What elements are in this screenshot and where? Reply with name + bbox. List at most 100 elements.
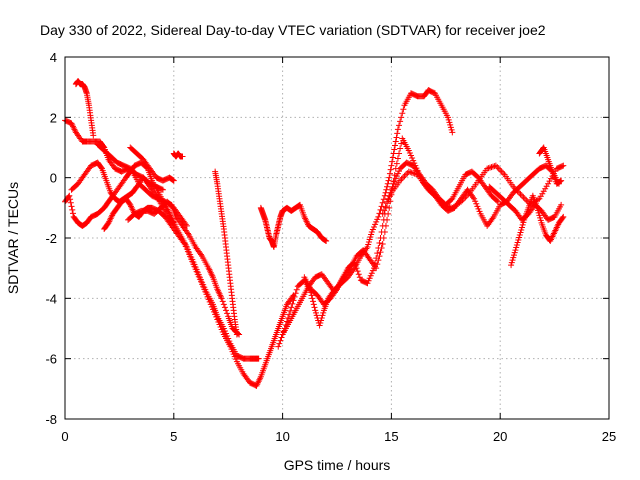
data-point	[412, 162, 419, 169]
data-point	[510, 252, 517, 259]
data-point	[446, 119, 453, 126]
data-point	[90, 132, 97, 139]
data-point	[374, 261, 381, 268]
data-point	[376, 253, 383, 260]
data-point	[557, 178, 564, 185]
data-point	[375, 257, 382, 264]
x-tick-label: 25	[602, 429, 616, 444]
data-point	[537, 214, 544, 221]
data-point	[556, 178, 563, 185]
data-point	[474, 203, 481, 210]
data-point	[559, 214, 566, 221]
data-point	[215, 318, 222, 325]
data-point	[440, 201, 447, 208]
data-point	[391, 178, 398, 185]
data-point	[354, 268, 361, 275]
data-point	[520, 194, 527, 201]
data-point	[515, 237, 522, 244]
data-point	[385, 177, 392, 184]
data-point	[497, 167, 504, 174]
data-point	[311, 304, 318, 311]
data-point	[366, 275, 373, 282]
data-point	[516, 231, 523, 238]
data-point	[191, 263, 198, 270]
data-point	[352, 262, 359, 269]
data-point	[512, 247, 519, 254]
data-point	[374, 250, 381, 257]
data-point	[183, 222, 190, 229]
data-point	[321, 237, 328, 244]
data-point	[397, 118, 404, 125]
data-point	[385, 196, 392, 203]
data-point	[473, 200, 480, 207]
data-point	[229, 348, 236, 355]
data-point	[170, 177, 177, 184]
data-point	[312, 309, 319, 316]
data-point	[214, 316, 221, 323]
data-point	[319, 312, 326, 319]
data-point	[398, 176, 405, 183]
data-point	[228, 346, 235, 353]
data-point	[381, 207, 388, 214]
data-point	[521, 195, 528, 202]
data-point	[196, 276, 203, 283]
data-point	[509, 257, 516, 264]
data-point	[444, 203, 451, 210]
data-point	[536, 212, 543, 219]
data-point	[318, 317, 325, 324]
data-point	[536, 195, 543, 202]
data-point	[69, 210, 76, 217]
data-point	[277, 337, 284, 344]
data-point	[183, 246, 190, 253]
data-point	[389, 154, 396, 161]
data-point	[181, 241, 188, 248]
data-point	[447, 121, 454, 128]
data-point	[379, 241, 386, 248]
data-point	[489, 163, 496, 170]
data-point	[217, 323, 224, 330]
data-point	[394, 155, 401, 162]
data-point	[312, 307, 319, 314]
data-point	[498, 168, 505, 175]
data-marks	[62, 78, 567, 389]
data-point	[317, 319, 324, 326]
data-point	[543, 183, 550, 190]
data-point	[390, 178, 397, 185]
data-point	[385, 210, 392, 217]
data-point	[494, 164, 501, 171]
grid	[65, 57, 609, 419]
data-point	[67, 196, 74, 203]
data-point	[380, 235, 387, 241]
data-point	[534, 207, 541, 214]
data-point	[227, 343, 234, 350]
data-point	[231, 353, 238, 360]
x-tick-label: 15	[384, 429, 398, 444]
data-point	[487, 164, 494, 171]
data-point	[559, 163, 566, 170]
series-track-17	[508, 192, 567, 269]
data-point	[368, 228, 375, 235]
x-tick-label: 10	[275, 429, 289, 444]
data-point	[408, 169, 415, 176]
data-point	[320, 309, 327, 316]
data-point	[182, 243, 189, 250]
data-point	[398, 114, 405, 121]
chart-title: Day 330 of 2022, Sidereal Day-to-day VTE…	[40, 22, 546, 38]
data-point	[514, 239, 521, 246]
series-track-18	[536, 144, 565, 187]
data-point	[377, 249, 384, 256]
y-tick-label: -4	[45, 291, 57, 306]
data-point	[378, 203, 385, 210]
data-point	[405, 147, 412, 154]
data-point	[392, 138, 399, 145]
data-point	[372, 221, 379, 228]
data-point	[192, 266, 199, 273]
data-point	[199, 281, 206, 288]
data-point	[158, 186, 165, 193]
data-point	[292, 290, 299, 297]
data-point	[376, 210, 383, 217]
data-point	[394, 130, 401, 137]
data-point	[308, 292, 315, 299]
data-point	[194, 271, 201, 278]
